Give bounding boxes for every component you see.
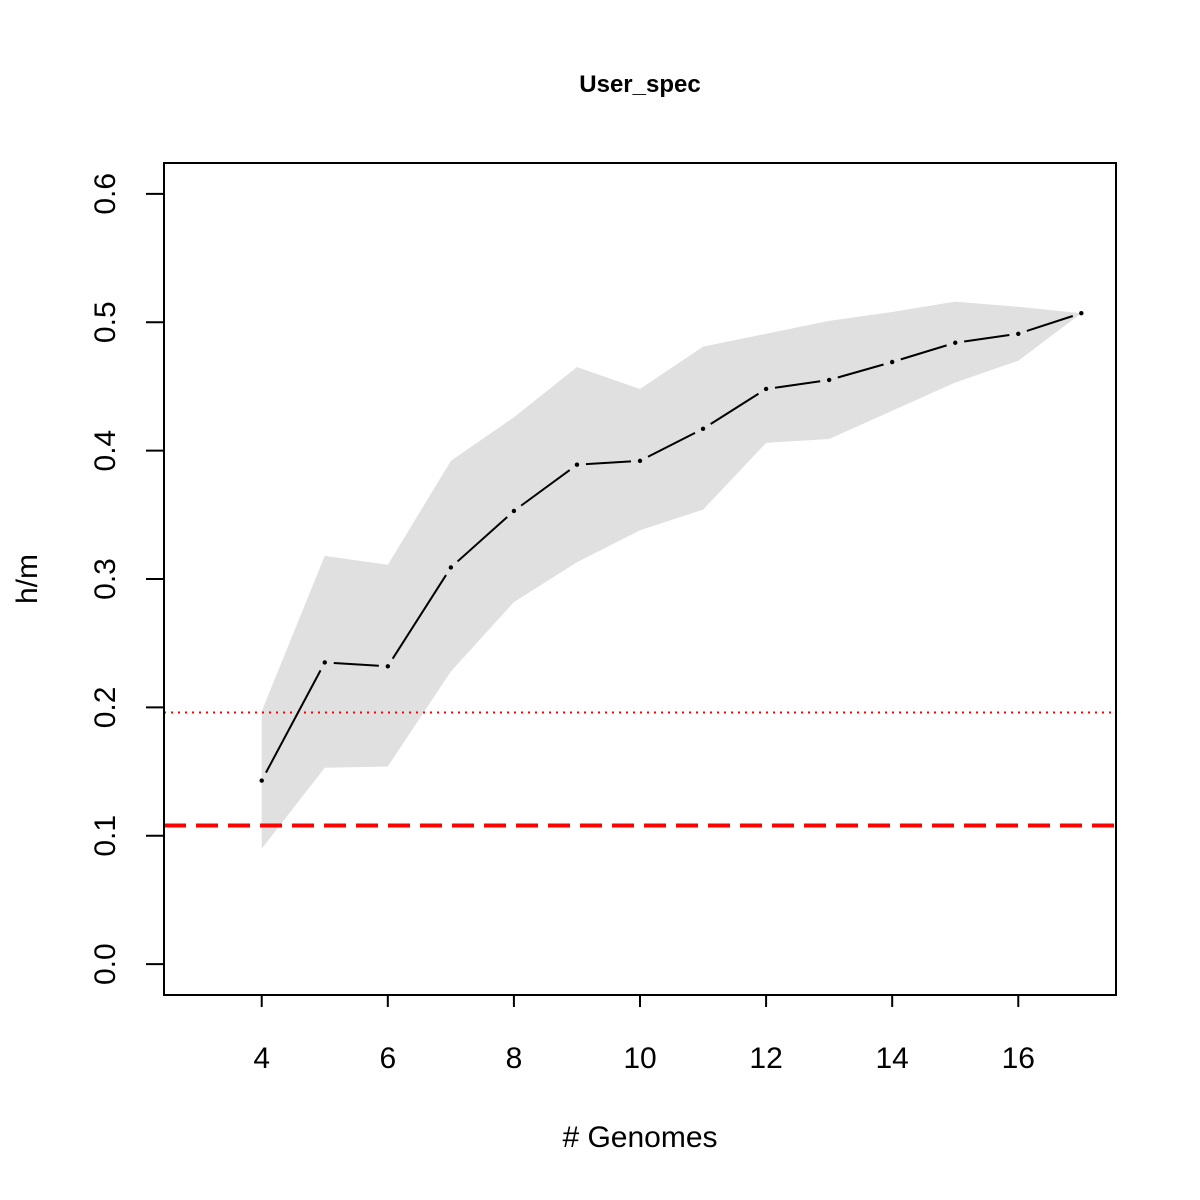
series-segment [710,392,760,425]
data-point [322,660,327,665]
data-point [1016,331,1021,336]
confidence-band [261,301,1082,849]
x-tick-label: 14 [875,1042,908,1075]
data-point [889,359,895,365]
y-tick-label: 0.1 [89,815,122,857]
data-point [763,386,769,392]
y-tick-label: 0.4 [89,430,122,472]
data-point [511,508,517,514]
plot-frame [163,162,1117,996]
data-point [574,462,580,467]
x-axis: 4 6 8 10 12 14 16 [253,994,1035,1075]
series-segment [391,574,447,660]
series-segment [520,469,571,507]
x-tick-label: 16 [1002,1042,1035,1075]
x-tick-label: 8 [506,1042,523,1075]
data-point [637,458,643,464]
confidence-band-layer [261,301,1082,849]
y-tick-label: 0.0 [89,943,122,985]
data-point [826,377,832,383]
x-tick-label: 12 [749,1042,782,1075]
x-axis-label: # Genomes [562,1121,717,1154]
data-point [953,340,958,345]
series-segment [265,669,322,774]
reference-lines-layer [164,711,1116,828]
y-tick-label: 0.5 [89,301,122,343]
series-layer [259,311,1084,783]
y-tick-label: 0.3 [89,558,122,600]
x-tick-label: 4 [253,1042,270,1075]
series-segment [456,516,508,563]
series-segment [1026,315,1074,332]
data-point [1079,311,1084,316]
x-tick-label: 10 [623,1042,656,1075]
series-segment [900,344,947,361]
chart-title: User_spec [579,71,700,98]
series-segment [964,334,1010,343]
x-tick-label: 6 [379,1042,396,1075]
data-point [259,778,264,783]
y-axis-label: h/m [11,554,44,604]
series-segment [647,431,696,458]
data-point [448,565,454,570]
data-point [700,426,706,431]
y-axis: 0.0 0.1 0.2 0.3 0.4 0.5 0.6 [89,173,165,985]
series-segment [585,460,632,466]
series-segment [774,380,821,389]
y-tick-label: 0.6 [89,173,122,215]
series-segment [333,662,379,667]
data-point [385,664,391,669]
series-segment [837,363,884,379]
y-tick-label: 0.2 [89,687,122,729]
